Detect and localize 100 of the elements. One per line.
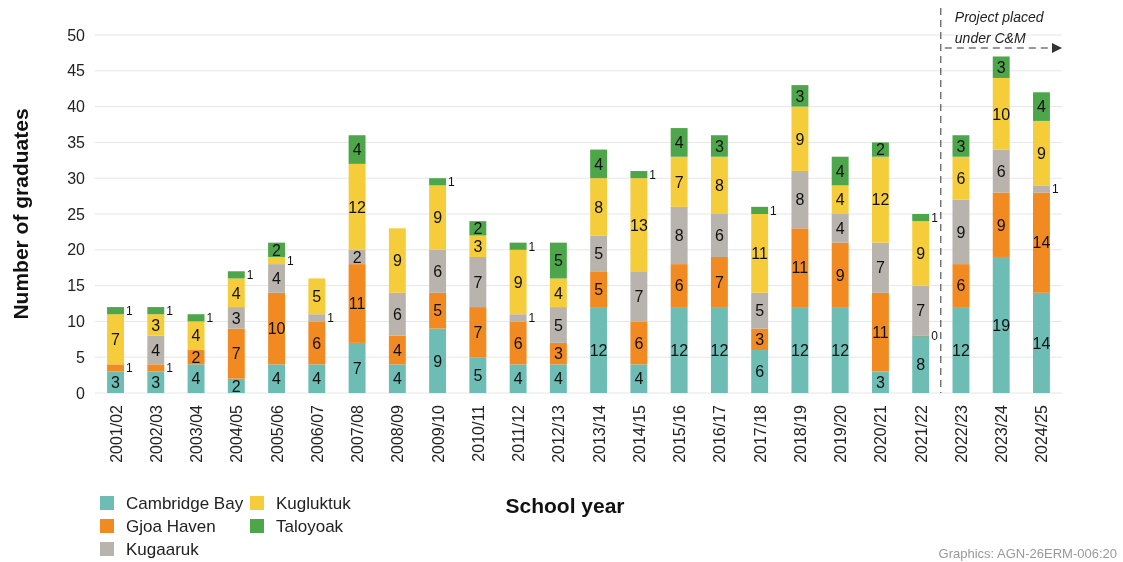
data-label: 8 (714, 177, 724, 195)
data-label: 8 (674, 227, 684, 245)
x-tick-label: 2023/24 (993, 404, 1011, 463)
data-label: 9 (433, 209, 443, 227)
data-label: 7 (875, 259, 885, 277)
data-label: 6 (392, 306, 402, 323)
data-label: 4 (1037, 98, 1047, 116)
data-label: 4 (634, 370, 644, 388)
data-label: 9 (433, 352, 443, 370)
data-label: 1 (528, 311, 536, 326)
data-label: 3 (151, 316, 161, 334)
data-label: 4 (835, 191, 845, 209)
y-tick-label: 25 (67, 205, 86, 223)
data-label: 14 (1032, 334, 1051, 352)
ref-line-label: Project placed under C&M (954, 9, 1045, 46)
data-label: 8 (795, 191, 805, 209)
data-label: 1 (528, 239, 536, 254)
data-label: 3 (956, 137, 966, 155)
data-label: 5 (594, 245, 604, 263)
data-label: 5 (594, 280, 604, 298)
x-tick-label: 2010/11 (469, 404, 487, 462)
data-label: 4 (272, 270, 282, 288)
data-label: 11 (791, 259, 809, 277)
x-tick-label: 2007/08 (349, 404, 367, 463)
data-label: 4 (191, 370, 201, 388)
x-tick-label: 2003/04 (188, 404, 206, 463)
data-label: 7 (634, 288, 644, 306)
data-label: 4 (392, 341, 402, 359)
data-label: 12 (791, 341, 809, 359)
data-label: 11 (348, 295, 366, 313)
data-label: 3 (755, 331, 765, 349)
x-tick-label: 2015/16 (671, 404, 689, 463)
data-label: 4 (513, 370, 523, 388)
data-label: 5 (312, 288, 322, 306)
data-label: 4 (151, 341, 161, 359)
x-axis-title: School year (505, 494, 625, 517)
data-label: 7 (111, 331, 121, 349)
data-label: 1 (206, 311, 214, 326)
data-label: 3 (714, 137, 724, 155)
data-label: 1 (125, 361, 133, 376)
data-label: 2 (352, 248, 362, 266)
data-label: 3 (996, 58, 1006, 76)
data-label: 12 (710, 341, 729, 359)
data-label: 1 (448, 175, 456, 190)
text: Graphics: AGN-26ERM-006:20 (938, 546, 1117, 561)
y-tick-label: 0 (76, 384, 86, 402)
data-label: 5 (473, 366, 483, 384)
data-label: 1 (246, 268, 254, 283)
y-tick-label: 35 (67, 134, 86, 151)
y-tick-label: 40 (67, 98, 86, 116)
x-tick-label: 2013/14 (590, 404, 608, 463)
x-tick-label: 2002/03 (147, 404, 165, 463)
data-label: 1 (770, 203, 778, 218)
y-tick-label: 15 (67, 277, 86, 295)
data-label: 6 (634, 334, 644, 352)
legend-label: Cambridge Bay (126, 494, 244, 514)
x-tick-label: 2021/22 (912, 404, 930, 463)
data-label: 12 (831, 341, 850, 359)
data-label: 0 (931, 329, 939, 344)
data-label: 5 (553, 252, 563, 270)
data-label: 7 (352, 359, 362, 377)
data-label: 10 (992, 105, 1011, 123)
y-tick-label: 5 (76, 348, 86, 366)
x-tick-label: 2001/02 (107, 404, 125, 463)
y-tick-label: 45 (67, 62, 86, 80)
data-label: 10 (267, 320, 286, 338)
data-label: 12 (348, 198, 367, 216)
x-tick-label: 2012/13 (550, 404, 568, 463)
data-label: 7 (473, 273, 483, 291)
data-label: 3 (473, 237, 483, 255)
data-label: 3 (111, 374, 121, 392)
y-tick-label: 50 (67, 26, 86, 44)
data-label: 5 (755, 302, 765, 320)
data-label: 8 (916, 356, 926, 374)
data-label: 7 (473, 323, 483, 341)
data-label: 9 (513, 273, 523, 291)
data-label: 4 (594, 155, 604, 173)
data-label: 4 (553, 284, 563, 302)
data-label: 9 (916, 245, 926, 263)
data-label: 6 (433, 263, 443, 281)
x-tick-label: 2020/21 (872, 404, 890, 463)
data-label: 9 (996, 216, 1006, 234)
x-tick-label: 2008/09 (389, 404, 407, 463)
data-label: 4 (553, 370, 563, 388)
data-label: 9 (1037, 144, 1047, 162)
x-tick-label: 2006/07 (308, 404, 326, 463)
data-label: 11 (751, 245, 769, 263)
data-label: 1 (166, 303, 174, 318)
data-label: 9 (392, 252, 402, 270)
data-label: 7 (231, 345, 241, 363)
data-label: 4 (674, 134, 684, 152)
legend-label: Taloyoak (276, 517, 344, 537)
x-tick-label: 2009/10 (429, 404, 447, 463)
x-tick-label: 2005/06 (268, 404, 286, 463)
x-tick-label: 2018/19 (791, 404, 809, 463)
data-label: 1 (327, 311, 335, 326)
x-tick-label: 2017/18 (751, 404, 769, 463)
data-label: 2 (875, 141, 885, 159)
data-label: 2 (191, 348, 201, 366)
data-label: 3 (875, 374, 885, 392)
